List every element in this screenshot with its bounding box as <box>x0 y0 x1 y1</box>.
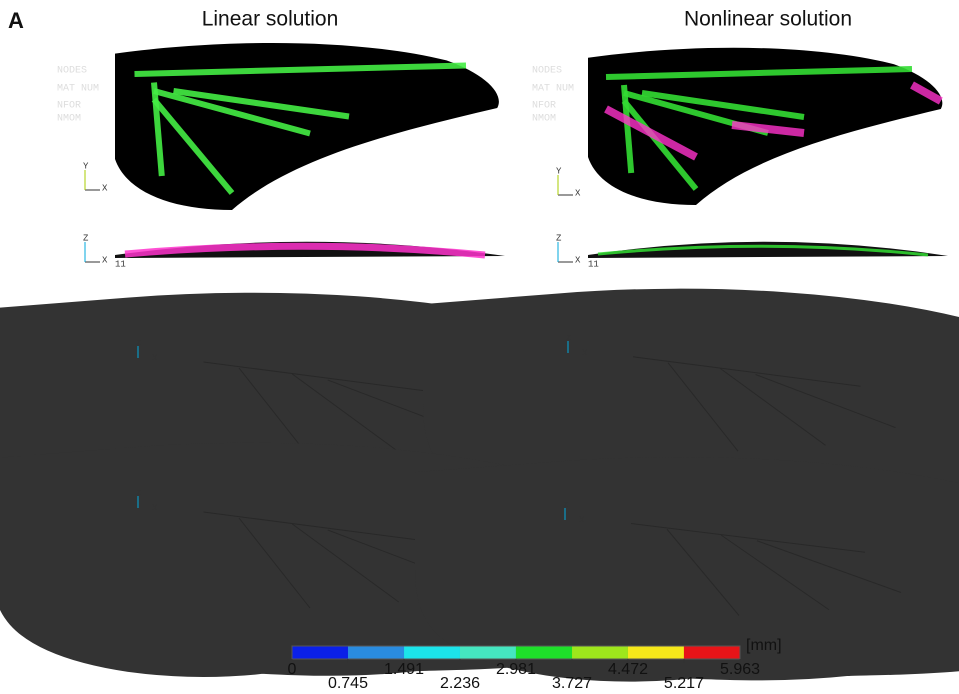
triad-y-label: Y <box>83 161 89 171</box>
triad-x-label: X <box>152 353 158 363</box>
panel-title: Nonlinear solution <box>684 8 852 31</box>
legend-entry: MAT NUM <box>57 84 99 95</box>
side-marker: 11 <box>588 259 599 269</box>
triad-z-label: Z <box>83 233 89 243</box>
colorbar-segment <box>628 646 684 659</box>
colorbar-segment <box>684 646 740 659</box>
triad-y-label: Y <box>556 166 562 176</box>
legend-entry: MAT NUM <box>532 84 574 95</box>
colorbar-tick-label: 0.745 <box>328 675 368 692</box>
triad-z-label: Z <box>563 500 569 510</box>
colorbar-segment <box>460 646 516 659</box>
colorbar-tick-label: 1.491 <box>384 661 424 678</box>
wing-shape <box>595 515 955 625</box>
wing-mesh <box>115 43 499 210</box>
colorbar-segment <box>572 646 628 659</box>
legend-entry: NMOM <box>57 114 81 125</box>
legend-entry: NFOR <box>57 101 81 112</box>
colorbar-segment <box>404 646 460 659</box>
triad-z-label: Z <box>136 488 142 498</box>
figure: A Linear solution Nonlinear solution NODES M… <box>0 0 959 694</box>
colorbar-tick-label: 0 <box>288 661 297 678</box>
triad-x-label: X <box>575 188 581 198</box>
triad-z-label: Z <box>566 333 572 343</box>
legend-entry: NMOM <box>532 114 556 125</box>
triad-x-label: X <box>575 255 581 265</box>
legend-entry: NODES <box>532 66 562 77</box>
triad-z-label: Z <box>136 338 142 348</box>
panel-title: Linear solution <box>202 8 339 31</box>
side-marker: 11 <box>115 259 126 269</box>
triad-x-label: X <box>582 348 588 358</box>
triad-x-label: X <box>579 515 585 525</box>
colorbar-segment <box>516 646 572 659</box>
panel-label: A <box>8 8 24 33</box>
legend-entry: NODES <box>57 66 87 77</box>
triad-x-label: X <box>102 183 108 193</box>
colorbar-tick-label: 2.236 <box>440 675 480 692</box>
triad-x-label: X <box>152 503 158 513</box>
colorbar-tick-label: 4.472 <box>608 661 648 678</box>
colorbar-tick-label: 5.217 <box>664 675 704 692</box>
wing-mesh <box>588 48 942 205</box>
wing-deformed <box>598 348 948 460</box>
legend-entry: NFOR <box>532 101 556 112</box>
colorbar-tick-label: 2.981 <box>496 661 536 678</box>
triad-z-label: Z <box>556 233 562 243</box>
colorbar-segment <box>292 646 348 659</box>
triad-x-label: X <box>102 255 108 265</box>
content: A Linear solution Nonlinear solution NODES M… <box>8 8 959 693</box>
colorbar-tick-label: 5.963 <box>720 661 760 678</box>
colorbar-segment <box>348 646 404 659</box>
wing-shape <box>598 348 948 460</box>
colorbar-unit: [mm] <box>746 637 782 654</box>
colorbar-tick-label: 3.727 <box>552 675 592 692</box>
wing-deformed <box>595 515 955 625</box>
